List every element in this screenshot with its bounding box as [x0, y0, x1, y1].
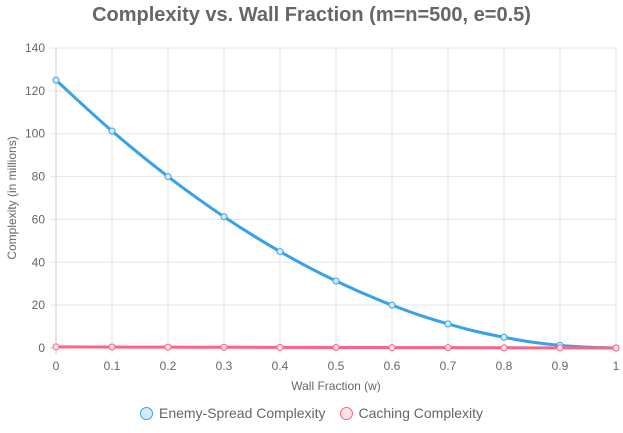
legend-label: Caching Complexity [358, 405, 484, 421]
x-tick-label: 0.9 [552, 359, 569, 373]
data-point[interactable] [556, 344, 564, 352]
data-point[interactable] [332, 343, 340, 351]
y-tick-label: 60 [32, 212, 46, 226]
data-point[interactable] [164, 173, 172, 181]
legend-marker [339, 406, 353, 420]
series-line [54, 79, 617, 350]
x-tick-label: 0.4 [272, 359, 289, 373]
data-point[interactable] [52, 343, 60, 351]
data-point[interactable] [612, 344, 620, 352]
data-point[interactable] [108, 343, 116, 351]
data-point[interactable] [444, 320, 452, 328]
y-tick-label: 140 [25, 41, 45, 55]
series-layer [52, 76, 620, 352]
data-point[interactable] [332, 277, 340, 285]
data-point[interactable] [388, 344, 396, 352]
data-point[interactable] [276, 248, 284, 256]
data-point[interactable] [444, 344, 452, 352]
x-axis-label: Wall Fraction (w) [291, 379, 381, 393]
x-tick-label: 1 [613, 359, 620, 373]
x-tick-label: 0.7 [440, 359, 457, 373]
grid [50, 47, 617, 354]
x-tick-label: 0.6 [384, 359, 401, 373]
x-tick-label: 0.2 [160, 359, 177, 373]
data-point[interactable] [164, 343, 172, 351]
y-tick-label: 120 [25, 84, 45, 98]
legend-marker [139, 406, 153, 420]
y-tick-label: 40 [32, 255, 46, 269]
x-tick-label: 0 [53, 359, 60, 373]
legend-item[interactable]: Enemy-Spread Complexity [139, 405, 326, 421]
series-1 [52, 343, 620, 352]
legend-item[interactable]: Caching Complexity [339, 405, 484, 421]
data-point[interactable] [276, 343, 284, 351]
chart-title: Complexity vs. Wall Fraction (m=n=500, e… [92, 4, 531, 26]
data-point[interactable] [220, 343, 228, 351]
y-axis-label: Complexity (in millions) [5, 136, 19, 259]
data-point[interactable] [108, 127, 116, 135]
data-point[interactable] [220, 213, 228, 221]
data-point[interactable] [52, 76, 60, 84]
x-tick-label: 0.8 [496, 359, 513, 373]
x-axis-ticks: 0 0.1 0.2 0.3 0.4 0.5 0.6 0.7 0.8 0.9 1 [53, 359, 620, 373]
y-tick-label: 20 [32, 298, 46, 312]
x-tick-label: 0.5 [328, 359, 345, 373]
y-tick-label: 0 [38, 341, 45, 355]
y-tick-label: 80 [32, 170, 46, 184]
y-axis-ticks: 0 20 40 60 80 100 120 140 [25, 41, 45, 355]
legend-label: Enemy-Spread Complexity [158, 405, 326, 421]
series-0 [52, 76, 620, 352]
data-point[interactable] [500, 344, 508, 352]
x-tick-label: 0.1 [104, 359, 121, 373]
x-tick-label: 0.3 [216, 359, 233, 373]
y-tick-label: 100 [25, 127, 45, 141]
data-point[interactable] [388, 301, 396, 309]
data-point[interactable] [500, 333, 508, 341]
legend: Enemy-Spread Complexity Caching Complexit… [0, 405, 623, 421]
